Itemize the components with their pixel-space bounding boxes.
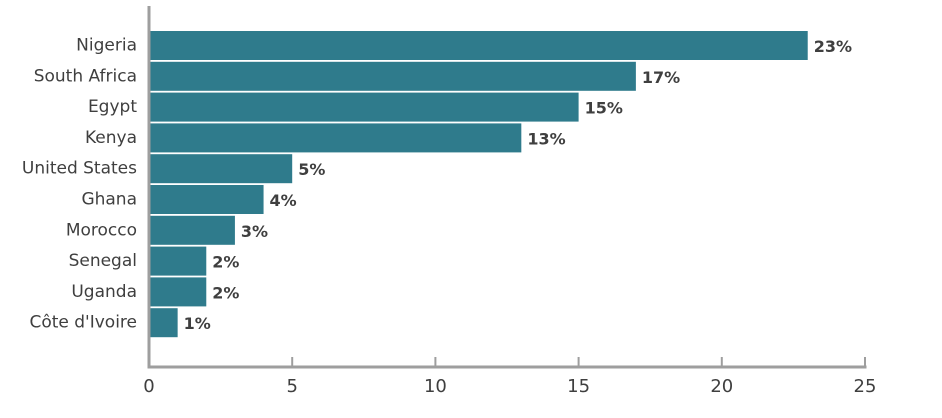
category-label: Egypt (88, 97, 137, 117)
category-label: South Africa (34, 66, 137, 86)
category-label: Côte d'Ivoire (29, 313, 137, 333)
x-tick-label: 0 (143, 376, 154, 397)
category-label: Ghana (81, 190, 137, 210)
x-tick-label: 25 (854, 376, 877, 397)
category-label: Senegal (69, 251, 137, 271)
value-label: 13% (527, 129, 565, 148)
labels-layer: Nigeria 23% South Africa 17% Egypt 15% Kenya 13… (22, 36, 852, 334)
value-label: 17% (642, 68, 680, 87)
x-tick-label: 20 (710, 376, 733, 397)
value-label: 5% (298, 160, 325, 179)
x-tick-label: 15 (567, 376, 590, 397)
bars-layer (150, 31, 808, 338)
bar-nigeria (150, 31, 808, 60)
category-label: Nigeria (76, 36, 137, 56)
bar-south-africa (150, 61, 636, 91)
category-label: United States (22, 159, 137, 179)
bar-uganda (150, 277, 207, 307)
value-label: 2% (212, 283, 239, 302)
value-label: 4% (270, 191, 297, 210)
x-tick-label: 5 (286, 376, 297, 397)
category-label: Kenya (85, 128, 137, 148)
axis-layer: 0 5 10 15 20 25 (143, 6, 876, 397)
bar-c-te-d-ivoire (150, 308, 178, 338)
bar-morocco (150, 215, 235, 245)
bar-kenya (150, 123, 522, 153)
value-label: 2% (212, 253, 239, 272)
category-label: Morocco (66, 220, 137, 240)
bar-united-states (150, 154, 293, 184)
bar-ghana (150, 185, 264, 214)
category-label: Uganda (71, 282, 137, 302)
value-label: 15% (585, 99, 623, 118)
value-label: 23% (814, 37, 852, 56)
value-label: 1% (184, 314, 211, 333)
value-label: 3% (241, 222, 268, 241)
bar-senegal (150, 246, 207, 276)
bar-egypt (150, 92, 579, 122)
x-tick-label: 10 (424, 376, 447, 397)
